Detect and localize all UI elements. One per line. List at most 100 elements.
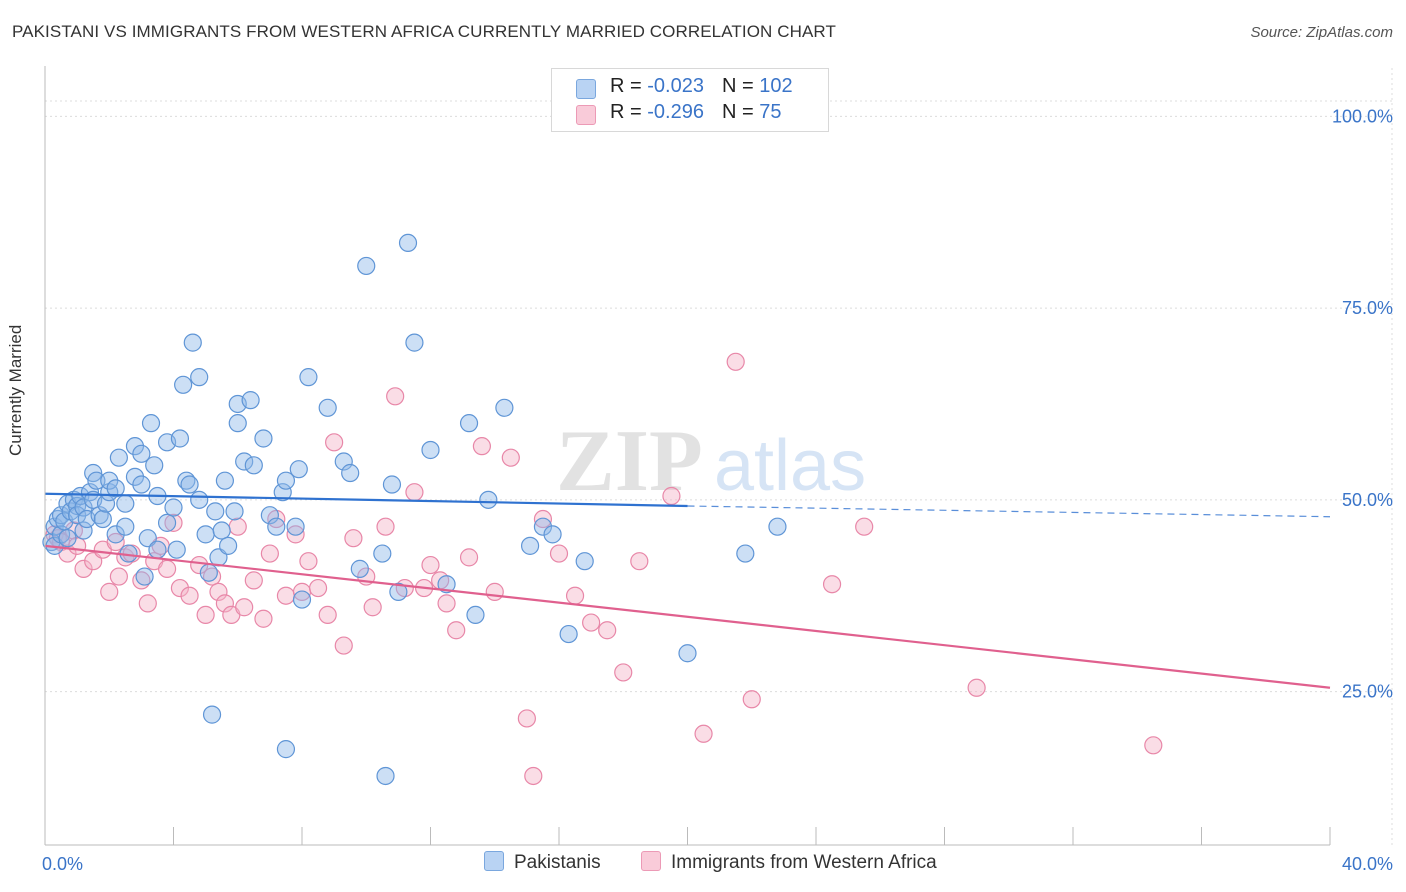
immigrant-point [180, 586, 199, 605]
y-tick-label: 100.0% [1332, 106, 1393, 126]
pakistani-point [68, 496, 87, 516]
immigrant-point [386, 387, 405, 406]
trend-lines [44, 492, 1331, 689]
legend-r-label: R = [610, 101, 648, 123]
immigrant-point [254, 609, 273, 628]
pakistani-point [174, 375, 193, 394]
pakistani-point [183, 333, 202, 352]
axes: 25.0% 50.0% 75.0% 100.0% 0.0% 40.0% [42, 66, 1393, 874]
pakistani-point [235, 452, 254, 471]
pakistani-trend-extension [687, 505, 1331, 518]
immigrant-point [286, 525, 305, 544]
pakistani-point [559, 624, 578, 644]
pakistani-point [437, 575, 456, 594]
immigrant-point [822, 575, 842, 594]
pakistani-point [398, 233, 418, 253]
pakistani-point [74, 521, 93, 540]
pakistani-trend-line [44, 492, 688, 508]
immigrant-point [459, 548, 479, 567]
pakistani-point [212, 521, 231, 540]
pakistani-point [382, 475, 402, 494]
immigrant-point [421, 555, 440, 575]
pakistani-point [421, 440, 440, 460]
source-label: Source: ZipAtlas.com [1250, 24, 1393, 41]
immigrant-point [533, 509, 553, 529]
y-tick-label: 50.0% [1342, 490, 1393, 510]
pakistani-point [228, 414, 247, 433]
immigrant-point [215, 594, 234, 613]
pakistani-point [533, 517, 553, 536]
pakistani-point [289, 460, 308, 479]
immigrant-point [106, 532, 125, 552]
immigrant-point [164, 513, 183, 532]
pakistani-point [479, 490, 498, 509]
pakistani-point [405, 333, 424, 352]
immigrant-point [524, 766, 543, 786]
pakistani-point [543, 525, 562, 544]
pakistani-point [389, 582, 408, 601]
pakistani-point [106, 525, 125, 544]
pakistani-point [170, 429, 190, 448]
pakistani-point [167, 540, 186, 559]
pakistani-point [215, 471, 234, 490]
pakistani-point [318, 398, 337, 417]
immigrant-point [694, 724, 713, 743]
legend-swatch-immigrants [576, 105, 596, 125]
immigrant-point [109, 567, 128, 586]
immigrant-point [318, 605, 337, 625]
chart-title: PAKISTANI VS IMMIGRANTS FROM WESTERN AFR… [12, 22, 836, 41]
bottom-legend-immigrants: Immigrants from Western Africa [641, 851, 937, 874]
bottom-legend-swatch-immigrants [641, 851, 661, 871]
pakistani-point [373, 544, 392, 563]
immigrant-point [344, 529, 363, 548]
legend-swatch-pakistanis [576, 79, 596, 99]
immigrant-point [967, 678, 986, 697]
immigrant-point [74, 559, 93, 578]
immigrant-point [228, 517, 247, 536]
pakistani-point [141, 414, 161, 433]
pakistani-point [520, 536, 540, 555]
pakistani-point [109, 448, 128, 467]
pakistani-point [350, 559, 369, 578]
pakistani-point [495, 398, 514, 417]
pakistani-point [116, 494, 135, 513]
pakistani-point [157, 513, 177, 532]
immigrant-point [549, 544, 569, 563]
immigrant-point [196, 605, 215, 625]
pakistani-point [148, 540, 167, 559]
immigrant-point [138, 594, 157, 613]
scatter-points [42, 233, 1163, 786]
pakistani-point [132, 475, 151, 494]
pakistani-point [116, 517, 135, 536]
legend-r-value: -0.023 [647, 75, 704, 97]
y-tick-label: 75.0% [1342, 298, 1393, 318]
immigrant-point [582, 613, 601, 632]
pakistani-point [357, 256, 376, 276]
x-tick-label: 40.0% [1342, 854, 1393, 874]
immigrant-point [260, 544, 279, 563]
pakistani-point [180, 475, 199, 494]
bottom-legend-swatch-pakistanis [484, 851, 504, 871]
immigrant-point [630, 552, 649, 571]
pakistani-point [93, 509, 112, 529]
pakistani-point [196, 525, 215, 544]
immigrant-point [437, 594, 456, 613]
immigrant-point [235, 598, 254, 617]
correlation-legend: R = -0.023 N = 102 R = -0.296 N = 75 [551, 68, 829, 132]
pakistani-point [74, 498, 93, 517]
pakistani-point [678, 644, 697, 663]
watermark-atlas: atlas [714, 426, 866, 506]
pakistani-point [768, 517, 787, 536]
immigrant-point [299, 552, 318, 571]
legend-r-value: -0.296 [647, 101, 704, 123]
pakistani-point [575, 552, 594, 571]
immigrant-point [334, 636, 353, 655]
immigrant-point [501, 448, 520, 467]
bottom-legend-label-pakistanis: Pakistanis [514, 852, 601, 873]
pakistani-point [58, 529, 77, 548]
legend-n-label: N = [721, 101, 760, 123]
immigrant-point [276, 586, 296, 605]
pakistani-point [244, 456, 263, 475]
pakistani-point [736, 544, 755, 563]
